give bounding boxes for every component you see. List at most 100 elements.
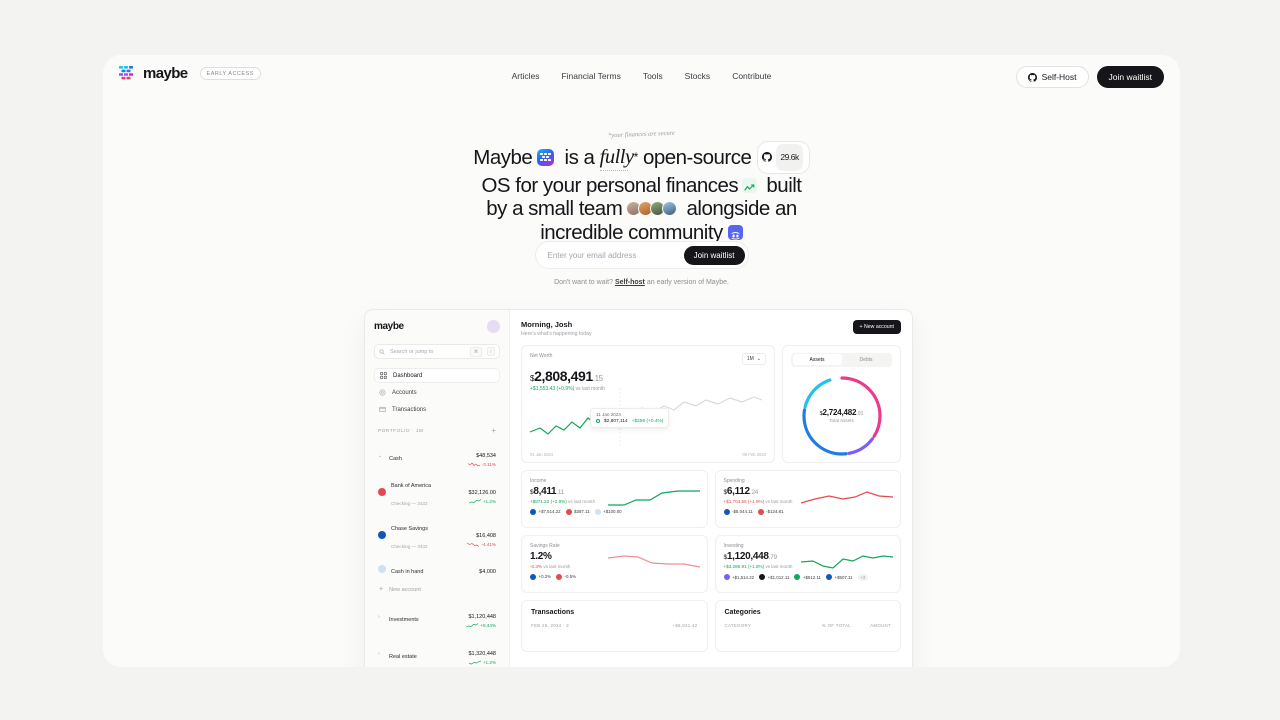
badge-dot-icon: [723, 574, 730, 580]
greeting-block: Morning, Josh Here's what's happening to…: [521, 320, 592, 337]
income-label: Income: [530, 477, 547, 484]
account-value: $1,120,448: [468, 614, 496, 620]
secure-note: *your finances are secure: [607, 129, 676, 140]
badge: -$124.81: [757, 508, 784, 515]
brand-name: maybe: [143, 65, 188, 82]
tab-debts[interactable]: Debts: [859, 356, 873, 363]
account-item-bank-of-america[interactable]: Bank of America Checking — 3432 $32,126.…: [374, 471, 500, 513]
sidebar-item-transactions[interactable]: Transactions: [374, 402, 500, 417]
account-value: $32,126.00: [468, 489, 496, 496]
spending-badges: -$5,044.11 -$124.81: [723, 508, 893, 515]
github-icon: [762, 152, 773, 163]
net-worth-label: Net Worth: [530, 352, 553, 359]
nav-link-articles[interactable]: Articles: [511, 71, 540, 81]
sidebar-item-accounts[interactable]: Accounts: [374, 385, 500, 400]
chevron-right-icon: ›: [378, 650, 380, 657]
account-name-wrap: Cash in hand: [391, 560, 474, 578]
sidebar-logo: maybe: [374, 321, 404, 332]
badge-text: +$100.00: [603, 509, 622, 514]
currency-symbol: $: [530, 488, 534, 496]
account-name: Cash: [389, 455, 402, 462]
account-value: $48,534: [476, 453, 496, 459]
nav-links: Articles Financial Terms Tools Stocks Co…: [103, 71, 1180, 81]
delta-value: +$871.22 (+2.8%): [530, 498, 567, 504]
account-values: $4,000: [479, 560, 496, 578]
new-account-button-main[interactable]: + New account: [852, 320, 901, 334]
tab-assets[interactable]: Assets: [792, 354, 842, 365]
sparkline-icon: [468, 660, 481, 665]
headline-line-1: Maybe is a fully * open-source: [103, 141, 1180, 174]
join-waitlist-nav-button[interactable]: Join waitlist: [1096, 66, 1164, 88]
axis-end-label: 09 Feb 2024: [742, 451, 766, 457]
sidebar-item-dashboard[interactable]: Dashboard: [374, 368, 500, 383]
maybe-app-icon: [537, 148, 555, 166]
account-name-wrap: Investments: [389, 608, 461, 626]
amount-integer: 6,112: [726, 485, 750, 497]
join-waitlist-button[interactable]: Join waitlist: [683, 245, 745, 265]
badge: +$512.11: [794, 574, 821, 580]
income-sparkline: [607, 489, 700, 506]
brand-logo[interactable]: maybe EARLY ACCESS: [119, 65, 261, 82]
badge-dot-icon: [794, 574, 801, 580]
hero-section: *your finances are secure Maybe is a f: [103, 123, 1180, 244]
badge-text: +$507.11: [834, 574, 853, 580]
account-values: $48,534 -3.11%: [467, 444, 496, 467]
account-group-real-estate[interactable]: › Real estate $1,320,448 +1.2%: [374, 639, 500, 667]
self-host-button[interactable]: Self-Host: [1015, 66, 1089, 88]
sidebar-search-placeholder: Search or jump to: [390, 348, 434, 355]
headline-built-text: built: [766, 173, 802, 197]
sidebar-item-label: Accounts: [392, 389, 417, 396]
column-percent-of-total: % OF TOTAL: [821, 622, 851, 628]
sparkline-icon: [467, 462, 480, 467]
delta-suffix: vs last month: [764, 498, 793, 504]
user-avatar[interactable]: [487, 320, 500, 333]
headline-word-fully: fully: [599, 145, 634, 171]
nav-link-contribute[interactable]: Contribute: [732, 71, 772, 81]
amount-integer: 8,411: [533, 485, 557, 497]
period-selector[interactable]: 1M ⌄: [741, 352, 766, 365]
headline-os-text: OS for your personal finances: [481, 173, 739, 197]
account-name: Bank of America: [391, 483, 432, 489]
dashboard-stats-row-1: Income $8,411.11 +$871.22 (+2.8%) vs las…: [521, 469, 901, 528]
account-item-cash-in-hand[interactable]: Cash in hand $4,000: [374, 557, 500, 581]
headline-line-3: by a small team alongside an: [103, 197, 1180, 221]
new-account-button[interactable]: + New account: [374, 582, 500, 598]
badge-dot-icon: [826, 574, 832, 580]
badge-overflow-count[interactable]: +2: [857, 573, 869, 581]
add-portfolio-icon[interactable]: +: [491, 426, 496, 435]
account-values: $32,126.00 +1.2%: [468, 481, 496, 504]
account-group-cash[interactable]: ⌄ Cash $48,534 -3.11%: [374, 441, 500, 470]
delta-suffix: vs last month: [542, 563, 571, 569]
github-stars-pill[interactable]: 29.6k: [757, 141, 810, 174]
net-worth-card: Net Worth 1M ⌄ $2,808,491.15 +$1,553.43 …: [521, 344, 775, 463]
transactions-title: Transactions: [531, 608, 575, 616]
amount-decimals: .91: [856, 411, 864, 417]
chevron-right-icon: ›: [378, 613, 380, 620]
email-input[interactable]: [547, 250, 684, 260]
badge-text: -$5,044.11: [732, 509, 753, 514]
account-item-chase-savings[interactable]: Chase Savings Checking — 3432 $16,408 -4…: [374, 514, 500, 556]
nav-link-stocks[interactable]: Stocks: [684, 71, 711, 81]
self-host-link[interactable]: Self-host: [614, 279, 645, 286]
nav-link-financial-terms[interactable]: Financial Terms: [561, 71, 621, 81]
nav-link-tools[interactable]: Tools: [642, 71, 663, 81]
early-access-badge: EARLY ACCESS: [199, 67, 261, 80]
badge: +$1,514.22: [723, 574, 754, 580]
self-host-note-pre: Don't want to wait?: [554, 279, 615, 286]
badge-dot-icon: [530, 508, 536, 515]
investing-delta: +$3,286.91 (+1.8%) vs last month: [724, 564, 893, 569]
account-group-investments[interactable]: › Investments $1,120,448 +5.44%: [374, 602, 500, 631]
nav-actions: Self-Host Join waitlist: [1015, 66, 1164, 88]
investing-sparkline: [801, 554, 893, 569]
badge-dot-icon: [757, 508, 764, 515]
hero-headline: Maybe is a fully * open-source: [103, 141, 1180, 244]
account-name: Cash in hand: [391, 569, 424, 575]
account-change: +5.44%: [466, 623, 496, 628]
sidebar-search[interactable]: Search or jump to ⌘ /: [374, 344, 500, 359]
categories-card: Categories CATEGORY % OF TOTAL AMOUNT: [714, 599, 901, 652]
tooltip-value: $2,807,114: [604, 418, 628, 424]
transactions-group-header: FEB 28, 2024 · 2 +$8,931.42: [531, 623, 698, 628]
amount-integer: 1,120,448: [726, 550, 769, 562]
change-text: -3.11%: [481, 462, 496, 467]
change-text: -4.41%: [481, 541, 496, 547]
